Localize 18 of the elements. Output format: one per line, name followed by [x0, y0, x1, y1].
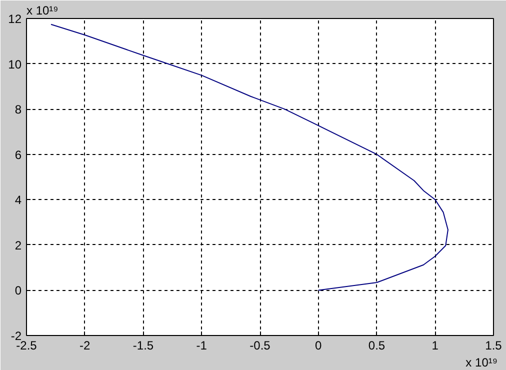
line-series: [50, 24, 448, 291]
y-tick-label: 6: [14, 148, 22, 162]
x-tick-label: 1: [432, 338, 439, 352]
x-tick-label: -1: [196, 338, 208, 352]
y-tick-label: 2: [14, 238, 22, 252]
y-tick-label: 10: [8, 57, 22, 72]
x-tick-label: -1.5: [132, 338, 154, 352]
y-tick-label: 8: [14, 102, 22, 117]
x-tick-label: 0.5: [368, 338, 386, 352]
x-tick-label: -2: [80, 338, 91, 352]
text: x 10¹⁹: [466, 356, 498, 370]
x-tick-label: -0.5: [250, 338, 271, 352]
x-tick-label: 1.5: [485, 338, 502, 352]
x-tick-label: 0: [315, 338, 322, 352]
y-tick-label: 12: [8, 12, 22, 26]
y-tick-label: 4: [14, 193, 22, 208]
y-tick-label: 0: [14, 284, 22, 298]
text: x 10¹⁹: [26, 4, 58, 18]
